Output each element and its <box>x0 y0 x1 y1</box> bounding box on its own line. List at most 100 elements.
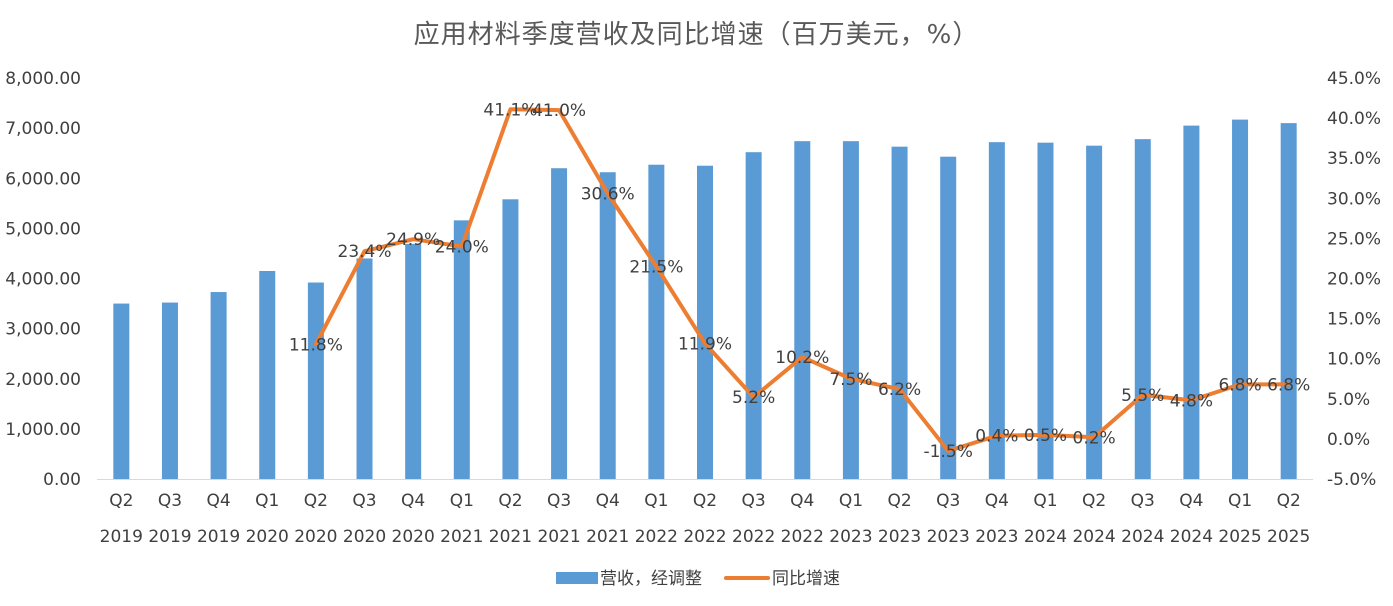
x-tick-label-year: 2023 <box>878 527 921 547</box>
x-tick-label-quarter: Q4 <box>985 491 1009 511</box>
x-tick-label-quarter: Q3 <box>742 491 766 511</box>
revenue-bar <box>940 156 957 480</box>
y-left-tick-label: 1,000.00 <box>5 420 81 440</box>
y-right-tick-label: 40.0% <box>1327 109 1381 129</box>
x-tick-label-quarter: Q4 <box>596 491 620 511</box>
x-tick-label-quarter: Q4 <box>790 491 814 511</box>
revenue-bar <box>697 165 713 479</box>
y-left-tick-label: 5,000.00 <box>5 219 81 239</box>
y-left-tick-label: 4,000.00 <box>5 270 81 290</box>
revenue-bar <box>794 141 811 479</box>
x-tick-label-quarter: Q4 <box>206 491 230 511</box>
x-tick-label-quarter: Q2 <box>693 491 717 511</box>
revenue-bar <box>307 282 324 479</box>
yoy-data-label: 6.8% <box>1267 375 1310 395</box>
legend-swatch-revenue <box>556 572 598 584</box>
y-right-tick-label: 25.0% <box>1327 229 1381 249</box>
x-tick-label-year: 2024 <box>1170 527 1213 547</box>
yoy-data-label: 24.9% <box>386 230 440 250</box>
x-tick-label-quarter: Q2 <box>887 491 911 511</box>
yoy-data-label: 5.5% <box>1121 386 1164 406</box>
yoy-data-label: 24.0% <box>435 237 489 257</box>
x-tick-label-quarter: Q3 <box>352 491 376 511</box>
revenue-bar <box>405 243 422 479</box>
revenue-bar <box>1086 145 1103 479</box>
y-right-tick-label: 30.0% <box>1327 189 1381 209</box>
yoy-data-label: 21.5% <box>629 257 683 277</box>
revenue-bar <box>161 302 178 479</box>
revenue-bar <box>1280 123 1297 480</box>
revenue-bar <box>842 141 859 479</box>
yoy-data-label: 5.2% <box>732 388 775 408</box>
revenue-bar <box>988 142 1005 479</box>
x-tick-label-year: 2022 <box>683 527 726 547</box>
legend-label-yoy: 同比增速 <box>772 569 840 589</box>
y-right-tick-label: -5.0% <box>1327 470 1376 490</box>
x-tick-label-year: 2023 <box>927 527 970 547</box>
yoy-data-label: 6.2% <box>878 380 921 400</box>
yoy-data-label: 0.5% <box>1024 426 1067 446</box>
x-tick-label-quarter: Q1 <box>255 491 279 511</box>
revenue-bar <box>891 146 908 479</box>
x-tick-label-quarter: Q3 <box>936 491 960 511</box>
chart-title: 应用材料季度营收及同比增速（百万美元，%） <box>413 20 980 50</box>
x-tick-label-year: 2022 <box>635 527 678 547</box>
y-left-tick-label: 8,000.00 <box>5 69 81 89</box>
revenue-bar <box>453 220 470 480</box>
x-tick-label-quarter: Q1 <box>644 491 668 511</box>
x-tick-label-year: 2021 <box>537 527 580 547</box>
x-tick-label-quarter: Q1 <box>1033 491 1057 511</box>
x-tick-label-year: 2021 <box>586 527 629 547</box>
x-tick-label-year: 2019 <box>197 527 240 547</box>
x-tick-label-quarter: Q2 <box>304 491 328 511</box>
yoy-data-label: 41.1% <box>483 100 537 120</box>
yoy-data-label: 30.6% <box>581 184 635 204</box>
x-tick-label-quarter: Q1 <box>839 491 863 511</box>
x-tick-label-quarter: Q1 <box>450 491 474 511</box>
x-tick-label-year: 2024 <box>1024 527 1067 547</box>
revenue-bar <box>210 292 227 479</box>
revenue-bar <box>1232 119 1249 479</box>
yoy-data-label: 4.8% <box>1170 391 1213 411</box>
revenue-bar <box>1183 125 1200 480</box>
x-tick-label-year: 2022 <box>732 527 775 547</box>
y-right-tick-label: 5.0% <box>1327 390 1370 410</box>
y-right-tick-label: 20.0% <box>1327 270 1381 290</box>
revenue-bar <box>502 199 519 480</box>
yoy-data-label: 11.8% <box>289 335 343 355</box>
yoy-data-label: 41.0% <box>532 101 586 121</box>
x-tick-label-quarter: Q3 <box>158 491 182 511</box>
x-tick-label-year: 2020 <box>392 527 435 547</box>
revenue-bar <box>648 164 665 479</box>
yoy-data-label: 6.8% <box>1218 375 1261 395</box>
revenue-bar <box>259 270 276 479</box>
revenue-bar <box>599 172 616 480</box>
yoy-data-label: 11.9% <box>678 334 732 354</box>
revenue-bar <box>1037 142 1054 479</box>
y-right-tick-label: 35.0% <box>1327 149 1381 169</box>
x-tick-label-quarter: Q4 <box>401 491 425 511</box>
x-tick-label-year: 2020 <box>294 527 337 547</box>
x-tick-label-quarter: Q2 <box>1277 491 1301 511</box>
revenue-bar <box>113 303 130 479</box>
y-right-tick-label: 15.0% <box>1327 310 1381 330</box>
x-tick-label-year: 2019 <box>100 527 143 547</box>
x-tick-label-year: 2025 <box>1267 527 1310 547</box>
yoy-data-label: 0.2% <box>1073 428 1116 448</box>
x-tick-label-year: 2022 <box>781 527 824 547</box>
x-tick-label-year: 2023 <box>975 527 1018 547</box>
x-tick-label-quarter: Q1 <box>1228 491 1252 511</box>
y-left-tick-label: 6,000.00 <box>5 169 81 189</box>
legend-label-revenue: 营收，经调整 <box>600 569 702 589</box>
y-left-tick-label: 3,000.00 <box>5 320 81 340</box>
yoy-data-label: 10.2% <box>775 348 829 368</box>
x-tick-label-year: 2023 <box>829 527 872 547</box>
y-right-tick-label: 10.0% <box>1327 350 1381 370</box>
yoy-data-label: 23.4% <box>338 242 392 262</box>
x-tick-label-quarter: Q2 <box>109 491 133 511</box>
x-tick-label-year: 2025 <box>1218 527 1261 547</box>
x-tick-label-quarter: Q3 <box>547 491 571 511</box>
revenue-bar <box>745 152 762 479</box>
